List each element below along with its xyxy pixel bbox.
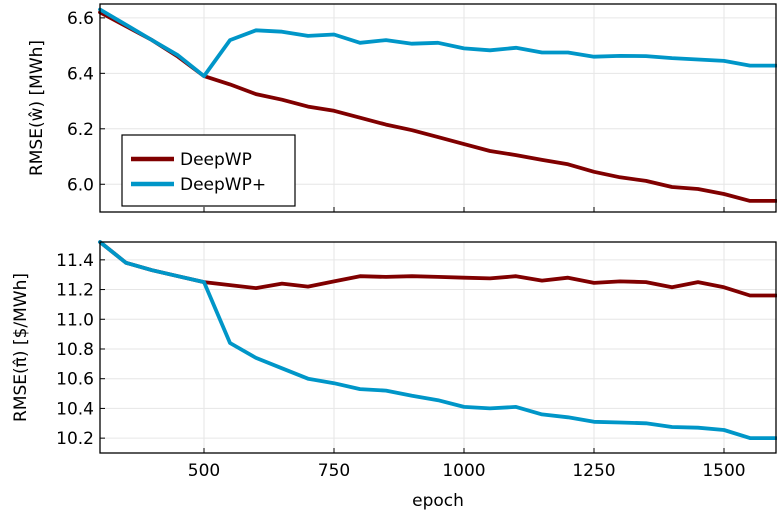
x-tick-label: 1250 (572, 461, 615, 481)
x-tick-label: 1000 (442, 461, 485, 481)
y-tick-label: 11.4 (56, 251, 94, 271)
y-axis-label: RMSE(π̂) [$/MWh] (11, 273, 31, 422)
y-tick-label: 6.6 (67, 9, 94, 29)
y-axis-label: RMSE(ŵ) [MWh] (27, 40, 47, 176)
plot-frame (99, 3, 777, 213)
plot-frame (99, 241, 777, 454)
y-tick-label: 10.8 (56, 340, 94, 360)
legend: DeepWP DeepWP+ (121, 134, 296, 207)
legend-label-deepwp-plus: DeepWP+ (180, 175, 266, 195)
y-tick-label: 11.0 (56, 310, 94, 330)
bottom-panel: 10.2 10.4 10.6 10.8 11.0 11.2 11.4 500 750 1000 12… (11, 240, 777, 511)
series-line-deepwp (98, 240, 777, 298)
x-axis-label: epoch (412, 491, 464, 511)
y-tick-label: 6.4 (67, 64, 94, 84)
y-tick-label: 10.2 (56, 429, 94, 449)
y-tick-label: 10.4 (56, 399, 94, 419)
series-line-deepwp-plus (98, 240, 777, 441)
x-tick-label: 1500 (702, 461, 745, 481)
x-tick-label: 500 (188, 461, 220, 481)
y-tick-label: 6.2 (67, 120, 94, 140)
y-tick-label: 6.0 (67, 175, 94, 195)
legend-box (121, 134, 296, 207)
y-tick-label: 10.6 (56, 370, 94, 390)
legend-label-deepwp: DeepWP (180, 150, 252, 170)
series-line-deepwp-plus (98, 7, 777, 78)
y-tick-label: 11.2 (56, 281, 94, 301)
series-line-deepwp (98, 10, 777, 203)
x-tick-label: 750 (318, 461, 350, 481)
